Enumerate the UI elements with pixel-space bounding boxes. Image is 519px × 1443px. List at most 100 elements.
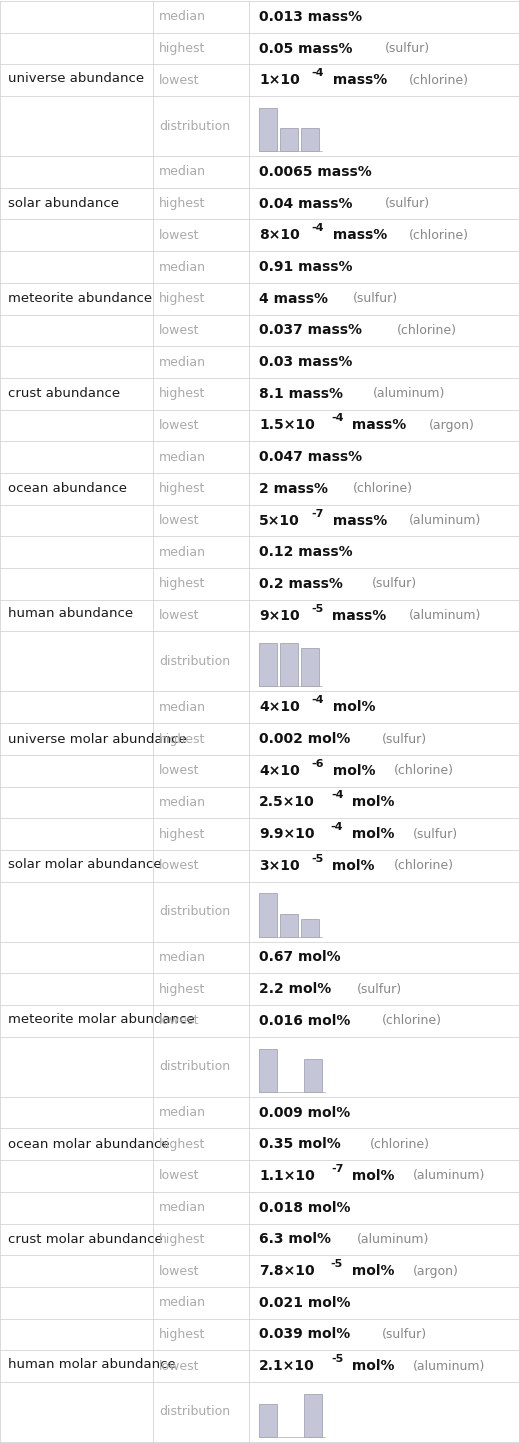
Text: (chlorine): (chlorine) — [409, 74, 469, 87]
Bar — [259, 108, 277, 152]
Text: distribution: distribution — [159, 655, 230, 668]
Bar — [259, 893, 277, 937]
Text: 2.5×10: 2.5×10 — [259, 795, 315, 810]
Text: -4: -4 — [311, 696, 324, 706]
Text: median: median — [159, 1107, 206, 1120]
Text: meteorite abundance: meteorite abundance — [8, 291, 152, 306]
Text: -7: -7 — [311, 508, 324, 518]
Text: (chlorine): (chlorine) — [397, 323, 457, 336]
Text: crust abundance: crust abundance — [8, 387, 120, 400]
Text: highest: highest — [159, 828, 206, 841]
Bar — [280, 644, 298, 687]
Text: 9.9×10: 9.9×10 — [259, 827, 315, 841]
Text: (sulfur): (sulfur) — [357, 983, 402, 996]
Text: 2 mass%: 2 mass% — [259, 482, 328, 496]
Text: lowest: lowest — [159, 765, 199, 778]
Text: -5: -5 — [311, 603, 324, 613]
Text: (chlorine): (chlorine) — [393, 859, 454, 872]
Text: mass%: mass% — [347, 418, 406, 433]
Text: 1.1×10: 1.1×10 — [259, 1169, 315, 1183]
Text: highest: highest — [159, 42, 206, 55]
Text: meteorite molar abundance: meteorite molar abundance — [8, 1013, 195, 1026]
Text: -6: -6 — [311, 759, 324, 769]
Text: median: median — [159, 1296, 206, 1309]
Text: mol%: mol% — [347, 1169, 394, 1183]
Text: (chlorine): (chlorine) — [382, 1014, 442, 1027]
Text: mass%: mass% — [327, 228, 387, 242]
Text: lowest: lowest — [159, 418, 199, 431]
Text: highest: highest — [159, 1328, 206, 1341]
Text: 0.91 mass%: 0.91 mass% — [259, 260, 352, 274]
Text: 2.2 mol%: 2.2 mol% — [259, 983, 331, 996]
Text: median: median — [159, 10, 206, 23]
Text: 4×10: 4×10 — [259, 700, 300, 714]
Text: highest: highest — [159, 733, 206, 746]
Text: (aluminum): (aluminum) — [408, 609, 481, 622]
Text: highest: highest — [159, 482, 206, 495]
Text: highest: highest — [159, 387, 206, 400]
Text: 0.05 mass%: 0.05 mass% — [259, 42, 352, 55]
Text: distribution: distribution — [159, 120, 230, 133]
Text: distribution: distribution — [159, 1405, 230, 1418]
Text: 7.8×10: 7.8×10 — [259, 1264, 315, 1278]
Text: 0.016 mol%: 0.016 mol% — [259, 1014, 350, 1027]
Text: highest: highest — [159, 1232, 206, 1245]
Text: 8×10: 8×10 — [259, 228, 300, 242]
Bar — [301, 128, 319, 152]
Text: 0.03 mass%: 0.03 mass% — [259, 355, 352, 369]
Text: (sulfur): (sulfur) — [382, 1328, 427, 1341]
Text: solar molar abundance: solar molar abundance — [8, 857, 161, 870]
Text: 6.3 mol%: 6.3 mol% — [259, 1232, 331, 1247]
Bar — [304, 1394, 322, 1437]
Text: 0.013 mass%: 0.013 mass% — [259, 10, 362, 25]
Text: -4: -4 — [331, 791, 344, 801]
Text: 0.2 mass%: 0.2 mass% — [259, 577, 343, 590]
Text: lowest: lowest — [159, 323, 199, 336]
Text: -4: -4 — [331, 823, 343, 833]
Text: 0.021 mol%: 0.021 mol% — [259, 1296, 350, 1310]
Text: 0.039 mol%: 0.039 mol% — [259, 1328, 350, 1342]
Text: highest: highest — [159, 198, 206, 211]
Text: -5: -5 — [331, 1260, 343, 1268]
Text: lowest: lowest — [159, 1359, 199, 1372]
Text: median: median — [159, 261, 206, 274]
Text: 0.037 mass%: 0.037 mass% — [259, 323, 362, 338]
Bar — [259, 1404, 277, 1437]
Text: 0.018 mol%: 0.018 mol% — [259, 1201, 350, 1215]
Text: 0.04 mass%: 0.04 mass% — [259, 196, 352, 211]
Text: (chlorine): (chlorine) — [370, 1137, 430, 1152]
Text: median: median — [159, 355, 206, 368]
Text: lowest: lowest — [159, 1014, 199, 1027]
Text: mol%: mol% — [347, 1264, 394, 1278]
Text: (argon): (argon) — [413, 1264, 459, 1277]
Text: mass%: mass% — [327, 609, 387, 622]
Text: (sulfur): (sulfur) — [372, 577, 417, 590]
Text: mol%: mol% — [347, 795, 394, 810]
Text: lowest: lowest — [159, 859, 199, 872]
Text: universe molar abundance: universe molar abundance — [8, 733, 187, 746]
Text: -5: -5 — [331, 1354, 343, 1364]
Text: ocean molar abundance: ocean molar abundance — [8, 1137, 170, 1152]
Text: -5: -5 — [311, 854, 324, 864]
Text: (argon): (argon) — [429, 418, 474, 431]
Text: 0.35 mol%: 0.35 mol% — [259, 1137, 341, 1152]
Text: lowest: lowest — [159, 74, 199, 87]
Text: 2.1×10: 2.1×10 — [259, 1359, 315, 1374]
Text: lowest: lowest — [159, 609, 199, 622]
Text: 4 mass%: 4 mass% — [259, 291, 328, 306]
Text: mol%: mol% — [327, 700, 375, 714]
Text: -7: -7 — [331, 1165, 343, 1175]
Text: (aluminum): (aluminum) — [413, 1169, 486, 1182]
Bar — [301, 648, 319, 687]
Text: (sulfur): (sulfur) — [382, 733, 427, 746]
Text: 0.0065 mass%: 0.0065 mass% — [259, 165, 372, 179]
Text: universe abundance: universe abundance — [8, 72, 144, 85]
Text: 5×10: 5×10 — [259, 514, 300, 528]
Text: median: median — [159, 797, 206, 810]
Text: 1.5×10: 1.5×10 — [259, 418, 315, 433]
Text: highest: highest — [159, 1137, 206, 1152]
Text: 9×10: 9×10 — [259, 609, 299, 622]
Text: -4: -4 — [331, 414, 344, 423]
Text: 0.009 mol%: 0.009 mol% — [259, 1105, 350, 1120]
Text: 1×10: 1×10 — [259, 74, 300, 87]
